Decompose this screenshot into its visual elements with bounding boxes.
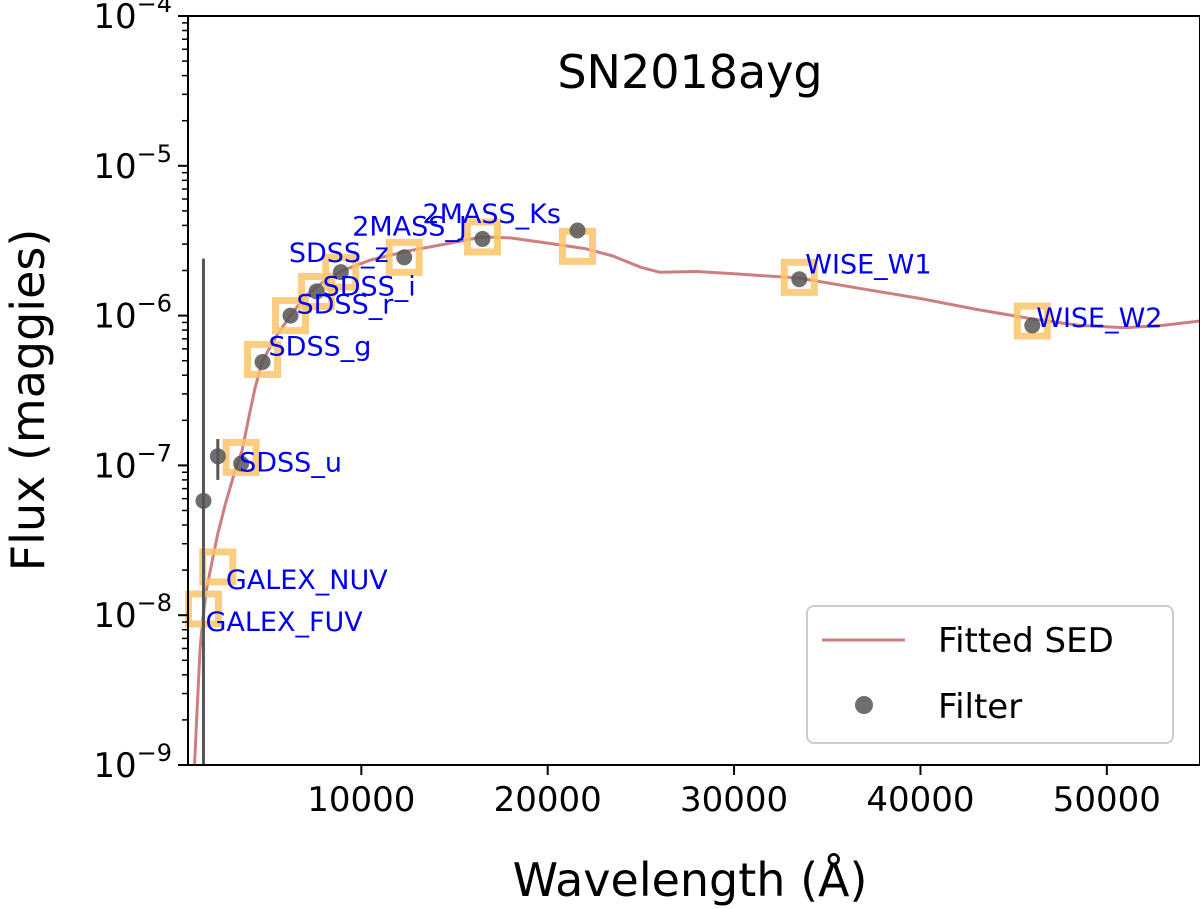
y-tick-label-0: 10−9 bbox=[93, 739, 172, 786]
filter-label-wise_w1: WISE_W1 bbox=[805, 249, 931, 280]
model-photometry-square-7 bbox=[385, 238, 423, 276]
filter-point-8 bbox=[474, 230, 491, 247]
y-axis-ticks: 10−9 10−8 10−7 10−6 10−5 10−4 bbox=[93, 0, 188, 786]
filter-point-3 bbox=[254, 354, 271, 371]
model-photometry-square-4 bbox=[272, 297, 310, 335]
filter-label-sdss_z: SDSS_z bbox=[289, 238, 389, 269]
filter-point-2 bbox=[233, 455, 250, 472]
y-tick-label-4: 10−5 bbox=[93, 140, 172, 187]
filter-label-wise_w2: WISE_W2 bbox=[1036, 303, 1162, 334]
model-photometry-square-6 bbox=[322, 253, 360, 291]
filter-label-galex_nuv: GALEX_NUV bbox=[226, 565, 388, 596]
model-photometry-square-8 bbox=[463, 218, 501, 256]
filter-label-2mass_j: 2MASS_J bbox=[352, 211, 467, 242]
filter-label-layer: GALEX_FUVGALEX_NUVSDSS_uSDSS_gSDSS_rSDSS… bbox=[205, 199, 1162, 638]
filter-point-6 bbox=[332, 264, 349, 281]
x-tick-label-2: 30000 bbox=[680, 780, 788, 820]
model-photometry-square-11 bbox=[1013, 302, 1051, 340]
model-photometry-square-2 bbox=[222, 438, 260, 476]
x-tick-label-4: 50000 bbox=[1053, 780, 1161, 820]
filter-point-layer bbox=[195, 222, 1041, 509]
y-tick-label-1: 10−8 bbox=[93, 589, 172, 636]
legend-fitted-sed-label: Fitted SED bbox=[938, 621, 1114, 661]
model-photometry-square-3 bbox=[244, 340, 282, 378]
filter-point-0 bbox=[195, 492, 212, 509]
x-axis-title: Wavelength (Å) bbox=[513, 853, 868, 907]
y-tick-label-5: 10−4 bbox=[93, 0, 172, 37]
filter-point-11 bbox=[1024, 317, 1041, 334]
model-photometry-square-5 bbox=[298, 272, 336, 310]
filter-point-5 bbox=[308, 283, 325, 300]
errorbar-layer bbox=[201, 258, 220, 765]
chart-title: SN2018ayg bbox=[557, 45, 822, 99]
filter-label-sdss_u: SDSS_u bbox=[239, 447, 342, 478]
filter-point-9 bbox=[569, 222, 586, 239]
filter-point-1 bbox=[209, 448, 226, 465]
filter-label-galex_fuv: GALEX_FUV bbox=[205, 607, 363, 638]
filter-label-sdss_i: SDSS_i bbox=[323, 271, 416, 302]
x-tick-label-3: 40000 bbox=[866, 780, 974, 820]
filter-point-4 bbox=[282, 307, 299, 324]
filter-label-sdss_r: SDSS_r bbox=[297, 290, 395, 321]
y-axis-title: Flux (maggies) bbox=[1, 229, 55, 572]
filter-point-7 bbox=[396, 249, 413, 266]
filter-point-10 bbox=[791, 271, 808, 288]
legend: Fitted SED Filter bbox=[806, 605, 1174, 744]
legend-filter-label: Filter bbox=[938, 687, 1022, 727]
filter-label-2mass_ks: 2MASS_Ks bbox=[422, 199, 561, 230]
x-tick-label-0: 10000 bbox=[307, 780, 415, 820]
x-axis-ticks: 10000 20000 30000 40000 50000 bbox=[307, 765, 1161, 820]
x-tick-label-1: 20000 bbox=[494, 780, 602, 820]
y-tick-label-2: 10−7 bbox=[93, 439, 172, 486]
model-square-layer bbox=[184, 218, 1051, 628]
filter-label-sdss_g: SDSS_g bbox=[269, 331, 372, 362]
model-photometry-square-10 bbox=[780, 258, 818, 296]
plot-frame bbox=[187, 15, 1200, 766]
legend-filter-swatch bbox=[855, 696, 873, 714]
y-tick-label-3: 10−6 bbox=[93, 290, 172, 337]
